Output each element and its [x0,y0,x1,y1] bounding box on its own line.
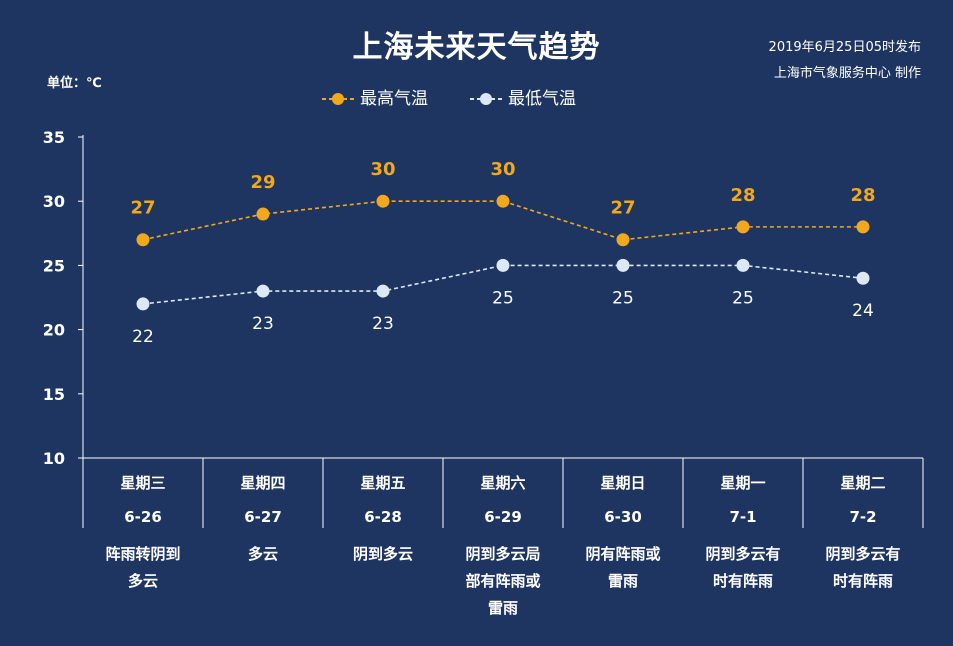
high-temp-point [616,233,630,247]
low-temp-point [376,284,390,298]
low-temp-point [736,258,750,272]
low-temp-data-label: 25 [492,288,514,308]
day-weather: 阴到多云有 时有阵雨 [705,545,781,590]
day-weather: 阴有阵雨或 雷雨 [585,545,661,590]
low-temp-point [496,258,510,272]
day-date: 6-30 [604,508,642,526]
day-date: 6-28 [364,508,402,526]
y-tick-label: 35 [43,128,65,147]
low-temp-point [856,271,870,285]
day-weekday: 星期五 [360,474,406,492]
legend-high-label: 最高气温 [360,89,428,109]
high-temp-point [856,220,870,234]
y-tick-label: 25 [43,256,65,275]
legend-low: 最低气温 [470,84,576,109]
high-temp-data-label: 27 [130,198,155,219]
y-tick-label: 10 [43,449,65,468]
high-temp-data-label: 30 [370,159,395,180]
low-temp-data-label: 25 [732,288,754,308]
high-temp-data-label: 28 [850,185,875,206]
y-tick-label: 30 [43,192,65,211]
high-temp-data-label: 27 [610,198,635,219]
y-tick-label: 20 [43,321,65,340]
legend-high: 最高气温 [322,84,428,109]
day-date: 6-27 [244,508,282,526]
day-weather: 阴到多云 [352,545,413,563]
low-temp-data-label: 23 [252,314,274,334]
low-temp-data-label: 22 [132,327,154,347]
high-temp-point [136,233,150,247]
high-temp-point [256,207,270,221]
day-weather: 多云 [247,545,278,563]
y-tick-label: 15 [43,385,65,404]
legend: 最高气温 最低气温 [0,84,953,109]
low-temp-data-label: 24 [852,301,874,321]
low-temp-data-label: 25 [612,288,634,308]
high-temp-point [376,194,390,208]
legend-low-label: 最低气温 [508,89,576,109]
day-weekday: 星期四 [240,474,286,492]
day-date: 7-1 [729,508,757,526]
day-date: 7-2 [849,508,877,526]
day-weekday: 星期三 [120,474,166,492]
high-temp-point [496,194,510,208]
legend-low-marker-icon [470,93,502,105]
day-date: 6-29 [484,508,522,526]
high-temp-data-label: 28 [730,185,755,206]
issue-time: 2019年6月25日05时发布 [768,40,921,55]
chart-title: 上海未来天气趋势 [352,30,601,65]
day-weather: 阴到多云有 时有阵雨 [825,545,901,590]
day-date: 6-26 [124,508,162,526]
legend-high-marker-icon [322,93,354,105]
day-weekday: 星期二 [840,474,886,492]
high-temp-data-label: 30 [490,159,515,180]
high-temp-point [736,220,750,234]
low-temp-point [136,297,150,311]
day-weekday: 星期日 [600,474,646,492]
low-temp-point [256,284,270,298]
low-temp-data-label: 23 [372,314,394,334]
day-weather: 阴到多云局 部有阵雨或 雷雨 [465,545,541,617]
unit-label: 单位：℃ [47,76,102,91]
low-temp-point [616,258,630,272]
day-weather: 阵雨转阴到 多云 [105,545,181,590]
day-weekday: 星期六 [480,474,526,492]
day-weekday: 星期一 [720,474,766,492]
publisher: 上海市气象服务中心 制作 [773,66,921,81]
high-temp-data-label: 29 [250,172,275,193]
